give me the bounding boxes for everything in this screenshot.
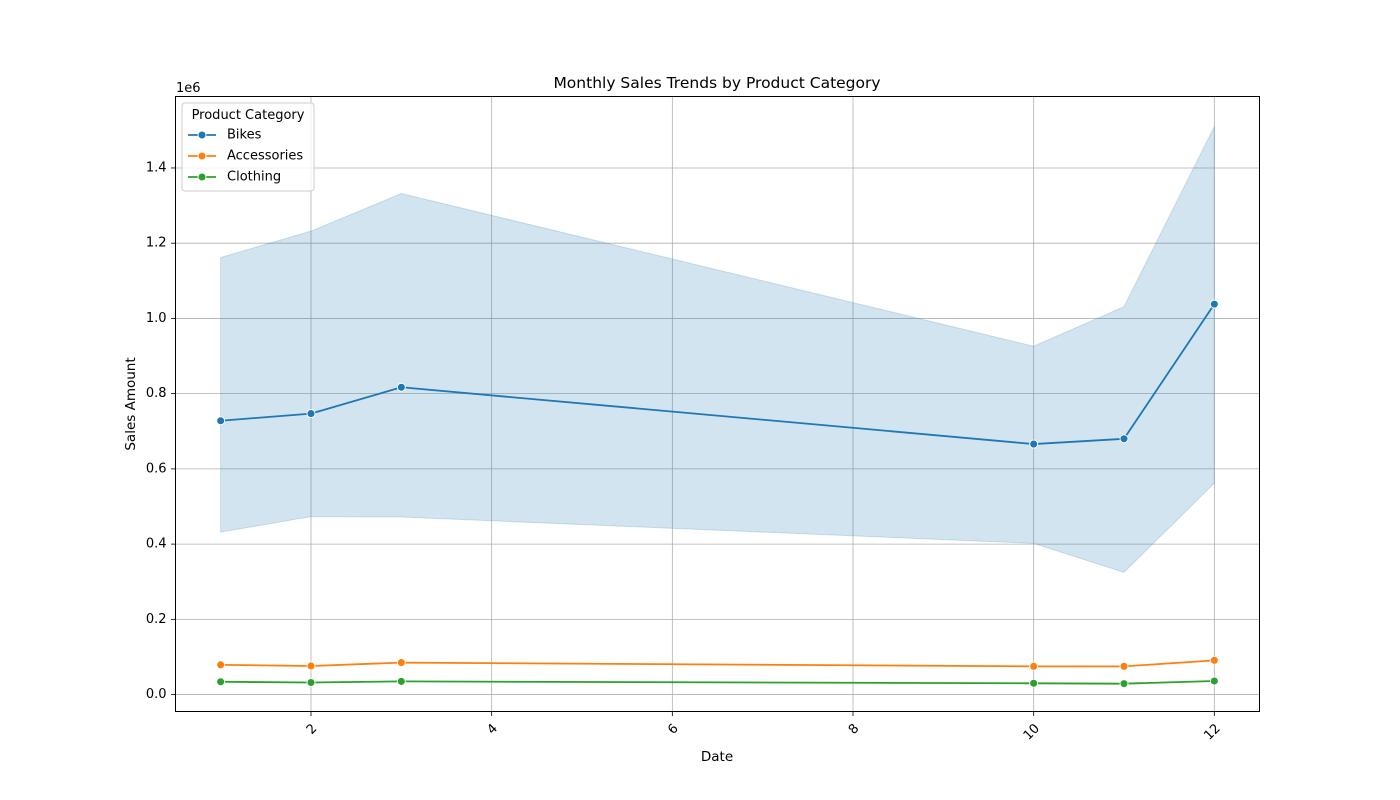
x-tick-label: 10 (1021, 721, 1043, 743)
y-tick-label: 1.4 (146, 160, 167, 175)
legend-items: Bikes Accessories Clothing (188, 128, 303, 185)
data-point-accessories (306, 661, 316, 671)
data-point-bikes (396, 382, 406, 392)
data-point-clothing (396, 676, 406, 686)
series-line-bikes (220, 303, 1216, 445)
legend-box (181, 102, 315, 192)
data-point-clothing (216, 677, 226, 687)
series-bikes (216, 299, 1219, 449)
legend-label-bikes: Bikes (227, 128, 262, 143)
confidence-band-bikes (220, 126, 1215, 573)
data-point-accessories (216, 660, 226, 670)
y-tick-label: 0.6 (146, 461, 167, 476)
y-axis-title: Sales Amount (123, 357, 139, 450)
data-point-bikes (1119, 434, 1129, 444)
y-tick-label: 0.0 (146, 687, 167, 702)
data-point-clothing (1119, 679, 1129, 689)
data-point-accessories (1119, 661, 1129, 671)
grid-lines (175, 96, 1260, 712)
legend-marker-clothing (197, 172, 207, 182)
series-clothing (216, 676, 1219, 689)
data-point-bikes (1209, 299, 1219, 309)
data-point-bikes (216, 416, 226, 426)
y-tick-label: 1.0 (146, 311, 167, 326)
series-line-accessories (220, 659, 1215, 668)
x-tick-label: 8 (846, 721, 862, 737)
data-point-accessories (396, 658, 406, 668)
series-accessories (216, 655, 1219, 671)
y-offset-label: 1e6 (176, 81, 201, 96)
x-tick-label: 2 (304, 721, 320, 737)
legend: Product Category Bikes Accessories Clothin… (181, 102, 315, 192)
legend-label-clothing: Clothing (227, 170, 281, 185)
legend-title: Product Category (192, 108, 305, 123)
x-tick-label: 12 (1201, 721, 1223, 743)
data-point-bikes (1029, 439, 1039, 449)
data-point-clothing (1209, 676, 1219, 686)
plot-frame (175, 96, 1260, 712)
legend-marker-bikes (197, 130, 207, 140)
data-point-bikes (306, 409, 316, 419)
data-point-clothing (306, 678, 316, 687)
data-point-accessories (1209, 655, 1219, 665)
x-tick-label: 6 (665, 721, 681, 737)
legend-marker-accessories (197, 151, 207, 161)
x-axis-title: Date (701, 749, 733, 765)
confidence-bands (220, 126, 1215, 573)
series-lines (216, 299, 1219, 689)
data-point-accessories (1029, 661, 1039, 671)
y-tick-label: 0.2 (146, 612, 167, 627)
y-tick-label: 1.2 (146, 236, 167, 251)
y-tick-label: 0.8 (146, 386, 167, 401)
chart-title: Monthly Sales Trends by Product Category (553, 74, 880, 92)
x-tick-label: 4 (485, 721, 501, 737)
data-point-clothing (1029, 678, 1039, 688)
legend-label-accessories: Accessories (227, 149, 303, 164)
series-line-clothing (220, 680, 1215, 685)
y-tick-label: 0.4 (146, 537, 167, 552)
